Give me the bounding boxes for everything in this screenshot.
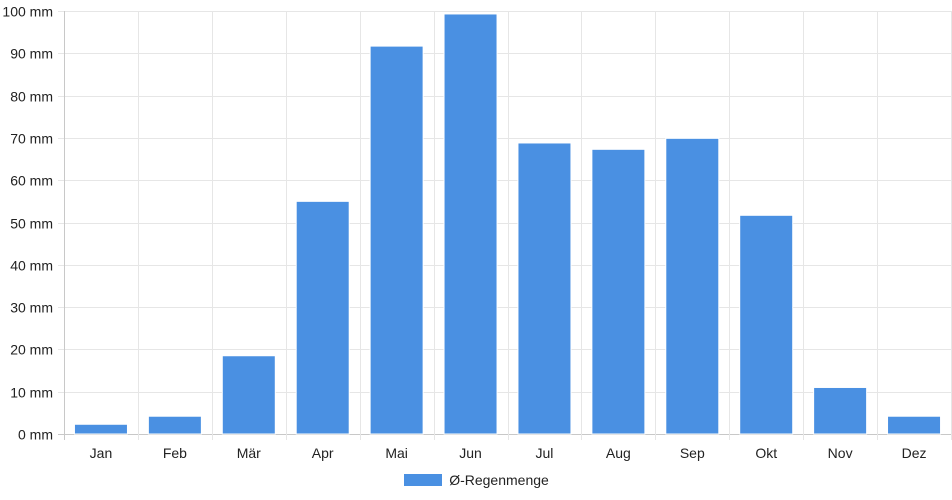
x-tick-label: Okt xyxy=(755,445,777,461)
x-tick-label: Mai xyxy=(385,445,408,461)
x-tick-label: Mär xyxy=(237,445,261,461)
bar-dez[interactable] xyxy=(887,415,942,435)
x-tick-label: Aug xyxy=(606,445,631,461)
x-tick-label: Jun xyxy=(459,445,482,461)
chart-legend[interactable]: Ø-Regenmenge xyxy=(0,472,952,488)
legend-swatch xyxy=(403,473,444,487)
bar-jul[interactable] xyxy=(517,142,572,435)
y-tick-label: 70 mm xyxy=(10,131,53,147)
bar-sep[interactable] xyxy=(665,137,720,435)
bar-feb[interactable] xyxy=(147,415,202,435)
y-tick-label: 10 mm xyxy=(10,385,53,401)
axis-layer: 0 mm 10 mm 20 mm 30 mm 40 mm 50 mm 60 mm 70 mm 8… xyxy=(2,4,926,462)
bar-mai[interactable] xyxy=(369,45,424,435)
x-tick-label: Dez xyxy=(902,445,927,461)
y-tick-label: 40 mm xyxy=(10,258,53,274)
y-tick-label: 80 mm xyxy=(10,89,53,105)
y-tick-label: 90 mm xyxy=(10,46,53,62)
rainfall-bar-chart: 0 mm 10 mm 20 mm 30 mm 40 mm 50 mm 60 mm 70 mm 8… xyxy=(2,4,952,462)
x-tick-label: Feb xyxy=(163,445,187,461)
bar-jun[interactable] xyxy=(443,13,498,435)
y-tick-label: 60 mm xyxy=(10,173,53,189)
y-tick-label: 50 mm xyxy=(10,216,53,232)
bar-jan[interactable] xyxy=(73,423,128,435)
y-tick-label: 20 mm xyxy=(10,342,53,358)
x-tick-label: Apr xyxy=(312,445,334,461)
bar-aug[interactable] xyxy=(591,148,646,435)
x-tick-label: Sep xyxy=(680,445,705,461)
x-tick-label: Jan xyxy=(90,445,113,461)
grid-layer xyxy=(58,11,952,440)
y-tick-label: 0 mm xyxy=(18,427,53,443)
bar-mär[interactable] xyxy=(221,355,276,435)
legend-label: Ø-Regenmenge xyxy=(449,472,549,488)
bar-layer xyxy=(73,13,942,435)
bar-okt[interactable] xyxy=(739,214,794,435)
bar-nov[interactable] xyxy=(813,386,868,435)
x-tick-label: Jul xyxy=(536,445,554,461)
y-tick-label: 100 mm xyxy=(2,4,53,20)
y-tick-label: 30 mm xyxy=(10,300,53,316)
x-tick-label: Nov xyxy=(828,445,853,461)
bar-apr[interactable] xyxy=(295,200,350,435)
